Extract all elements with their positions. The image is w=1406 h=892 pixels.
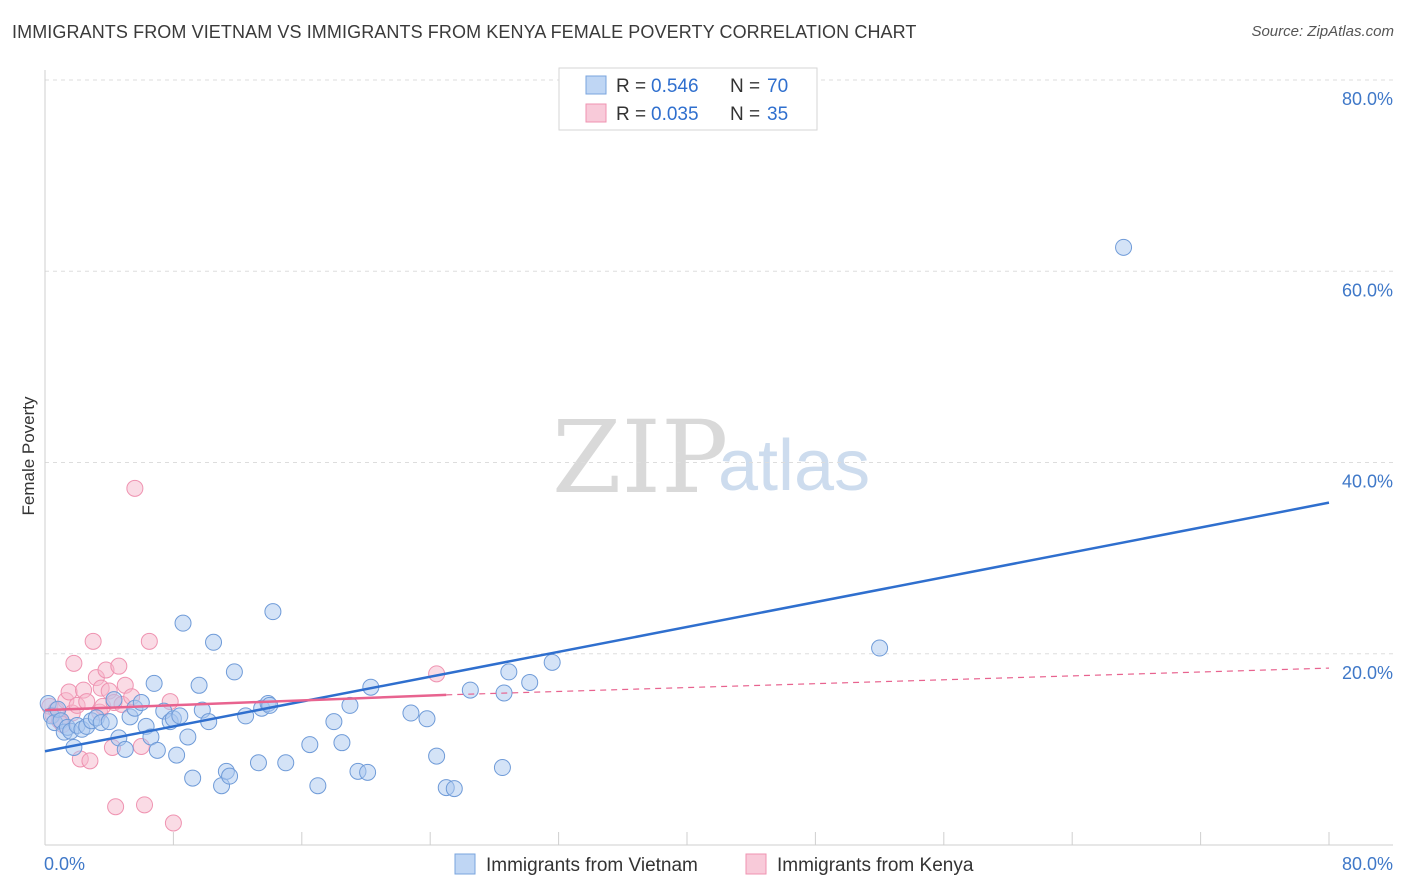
vietnam-point	[179, 728, 197, 746]
stats-legend-swatch-vietnam	[585, 75, 607, 95]
y-tick-labels: 20.0% 40.0% 60.0% 80.0%	[1342, 89, 1393, 683]
kenya-points	[41, 479, 446, 832]
vietnam-point	[190, 676, 208, 694]
watermark-zip: ZIP	[552, 399, 728, 516]
stats-r-value-kenya: 0.035	[651, 104, 699, 125]
vietnam-point	[428, 747, 446, 765]
vietnam-point	[359, 763, 377, 781]
vietnam-point	[493, 759, 511, 777]
x-tick-label-max: 80.0%	[1342, 854, 1393, 874]
kenya-point	[84, 632, 102, 650]
vietnam-point	[402, 704, 420, 722]
x-tick-labels: 0.0% 80.0%	[44, 854, 1393, 874]
vietnam-point	[1115, 238, 1133, 256]
stats-n-label-vietnam: N =	[730, 76, 760, 97]
chart-title: IMMIGRANTS FROM VIETNAM VS IMMIGRANTS FR…	[12, 22, 917, 42]
vietnam-point	[333, 734, 351, 752]
vietnam-point	[309, 777, 327, 795]
stats-r-label-kenya: R =	[616, 104, 646, 125]
y-tick-label: 80.0%	[1342, 89, 1393, 109]
kenya-point	[65, 654, 83, 672]
vietnam-point	[543, 653, 561, 671]
legend-label-kenya: Immigrants from Kenya	[777, 855, 974, 876]
vietnam-point	[184, 769, 202, 787]
chart-source: Source: ZipAtlas.com	[1251, 23, 1394, 40]
vietnam-point	[171, 707, 189, 725]
stats-r-value-vietnam: 0.546	[651, 76, 699, 97]
stats-n-value-kenya: 35	[767, 104, 788, 125]
vietnam-point	[461, 681, 479, 699]
kenya-point	[110, 657, 128, 675]
vietnam-point	[871, 639, 889, 657]
y-tick-label: 40.0%	[1342, 472, 1393, 492]
legend-swatch-kenya	[745, 853, 767, 875]
legend-swatch-vietnam	[454, 853, 476, 875]
vietnam-point	[264, 603, 282, 621]
vietnam-point	[325, 713, 343, 731]
kenya-point	[107, 798, 125, 816]
vietnam-point	[225, 663, 243, 681]
vietnam-point	[418, 710, 436, 728]
vietnam-point	[116, 740, 134, 758]
x-tick-label-min: 0.0%	[44, 854, 85, 874]
watermark-atlas: atlas	[718, 426, 870, 506]
stats-r-label-vietnam: R =	[616, 76, 646, 97]
vietnam-point	[174, 614, 192, 632]
watermark: ZIP atlas	[552, 399, 870, 516]
trend-lines	[44, 501, 1330, 753]
vietnam-point	[168, 746, 186, 764]
kenya-point	[81, 752, 99, 770]
y-axis-title: Female Poverty	[19, 396, 38, 516]
vietnam-point	[249, 754, 267, 772]
y-tick-label: 60.0%	[1342, 280, 1393, 300]
y-tick-label: 20.0%	[1342, 663, 1393, 683]
vietnam-point	[521, 673, 539, 691]
vietnam-trend-line	[44, 501, 1330, 753]
vietnam-point	[221, 767, 239, 785]
kenya-trend-line	[44, 693, 447, 712]
stats-legend-swatch-kenya	[585, 103, 607, 123]
vietnam-point	[261, 696, 279, 714]
vietnam-point	[445, 780, 463, 798]
vietnam-point	[100, 713, 118, 731]
vietnam-point	[105, 691, 123, 709]
vietnam-points	[39, 238, 1133, 798]
bottom-legend: Immigrants from Vietnam Immigrants from …	[454, 853, 974, 876]
vietnam-point	[301, 736, 319, 754]
legend-label-vietnam: Immigrants from Vietnam	[486, 855, 698, 876]
kenya-point	[136, 796, 154, 814]
stats-n-label-kenya: N =	[730, 104, 760, 125]
kenya-trend-extension	[446, 667, 1330, 696]
kenya-point	[164, 814, 182, 832]
vietnam-point	[148, 741, 166, 759]
stats-n-value-vietnam: 70	[767, 76, 788, 97]
kenya-point	[140, 632, 158, 650]
grid	[45, 79, 1393, 845]
stats-legend: R = 0.546 N = 70 R = 0.035 N = 35	[558, 67, 818, 131]
vietnam-point	[205, 633, 223, 651]
vietnam-point	[277, 754, 295, 772]
kenya-point	[126, 479, 144, 497]
vietnam-point	[500, 663, 518, 681]
vietnam-point	[132, 694, 150, 712]
vietnam-point	[145, 674, 163, 692]
